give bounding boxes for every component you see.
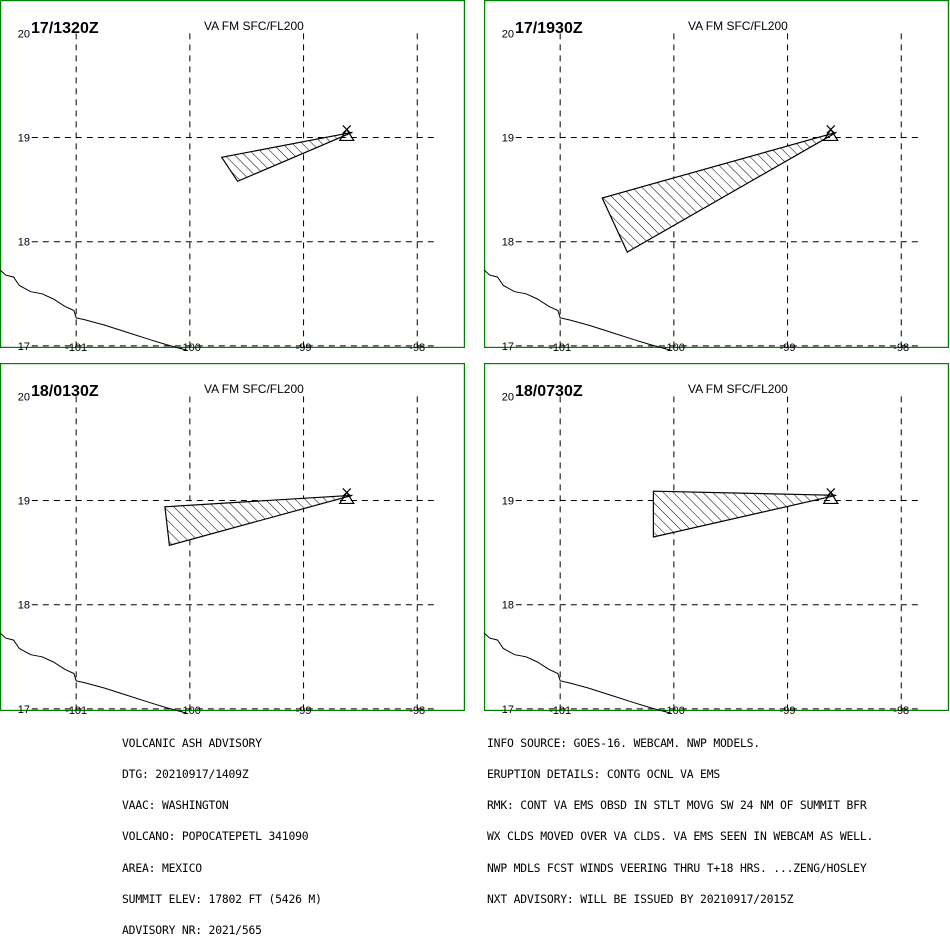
panel-dtg: 18/0730Z (515, 383, 583, 400)
advisory-line: ADVISORY NR: 2021/565 (122, 923, 262, 938)
panel-dtg: 18/0130Z (31, 383, 99, 400)
advisory-line: DTG: 20210917/1409Z (122, 767, 249, 782)
lat-tick-label: 20 (502, 28, 514, 40)
advisory-text-right: INFO SOURCE: GOES-16. WEBCAM. NWP MODELS… (487, 717, 873, 915)
lon-tick-label: -99 (296, 342, 312, 354)
volcano-triangle (338, 491, 355, 505)
panel-level: VA FM SFC/FL200 (688, 19, 788, 33)
lon-tick-label: -101 (65, 705, 87, 717)
volcano-triangle (822, 491, 839, 505)
lon-tick-label: -98 (893, 705, 909, 717)
volcano-cross-b (342, 125, 352, 134)
lon-tick-label: -98 (893, 342, 909, 354)
advisory-line: VOLCANO: POPOCATEPETL 341090 (122, 829, 309, 844)
lat-tick-label: 20 (502, 391, 514, 403)
volcano-icon (338, 125, 355, 142)
ash-cloud-polygon (601, 131, 837, 253)
lon-tick-label: -100 (179, 705, 201, 717)
coastline (483, 632, 671, 714)
advisory-line: NWP MDLS FCST WINDS VEERING THRU T+18 HR… (487, 860, 867, 875)
lon-tick-label: -98 (409, 342, 425, 354)
lat-tick-label: 20 (18, 28, 30, 40)
va-advisory-graphic: 17 18 19 20 -101 -100 -99 -98 17/1320Z VA FM SFC/… (0, 0, 949, 717)
panel-dtg: 17/1320Z (31, 20, 99, 37)
lat-tick-label: 18 (18, 237, 30, 249)
volcano-icon (822, 488, 839, 505)
lon-tick-label: -101 (549, 342, 571, 354)
panel-level: VA FM SFC/FL200 (688, 382, 788, 396)
volcano-cross-b (826, 125, 836, 134)
lon-tick-label: -99 (780, 342, 796, 354)
panel-frame (0, 363, 465, 711)
advisory-line: AREA: MEXICO (122, 860, 202, 875)
lon-tick-label: -100 (663, 705, 685, 717)
coastline (0, 632, 187, 714)
lon-tick-label: -99 (296, 705, 312, 717)
panel-frame (484, 363, 949, 711)
ash-cloud-polygon (220, 131, 353, 183)
volcano-triangle (338, 128, 355, 142)
lat-tick-label: 17 (502, 704, 514, 716)
map-panel: 17 18 19 20 -101 -100 -99 -98 17/1320Z VA FM SFC/… (0, 0, 465, 354)
volcano-icon (338, 488, 355, 505)
advisory-line: ERUPTION DETAILS: CONTG OCNL VA EMS (487, 767, 721, 782)
coastline (0, 269, 187, 351)
lon-tick-label: -100 (663, 342, 685, 354)
lon-tick-label: -98 (409, 705, 425, 717)
map-panel: 17 18 19 20 -101 -100 -99 -98 17/1930Z VA FM SFC/… (483, 0, 949, 354)
lat-tick-label: 19 (18, 133, 30, 145)
ash-cloud-polygon (652, 490, 837, 538)
lat-tick-label: 19 (502, 496, 514, 508)
advisory-line: VOLCANIC ASH ADVISORY (122, 735, 262, 750)
panel-level: VA FM SFC/FL200 (204, 19, 304, 33)
advisory-text-left: VOLCANIC ASH ADVISORY DTG: 20210917/1409… (122, 717, 322, 946)
lat-tick-label: 17 (18, 341, 30, 353)
lat-tick-label: 20 (18, 391, 30, 403)
volcano-cross-b (826, 488, 836, 497)
advisory-line: VAAC: WASHINGTON (122, 798, 229, 813)
map-panel: 17 18 19 20 -101 -100 -99 -98 18/0730Z VA FM SFC/… (483, 363, 949, 717)
coastline (483, 269, 671, 351)
volcano-cross-b (342, 488, 352, 497)
lat-tick-label: 19 (18, 496, 30, 508)
advisory-line: WX CLDS MOVED OVER VA CLDS. VA EMS SEEN … (487, 829, 874, 844)
lat-tick-label: 18 (502, 237, 514, 249)
volcano-triangle (822, 128, 839, 142)
advisory-line: SUMMIT ELEV: 17802 FT (5426 M) (122, 891, 322, 906)
map-panel: 17 18 19 20 -101 -100 -99 -98 18/0130Z VA FM SFC/… (0, 363, 465, 717)
lon-tick-label: -99 (780, 705, 796, 717)
lon-tick-label: -101 (65, 342, 87, 354)
advisory-line: RMK: CONT VA EMS OBSD IN STLT MOVG SW 24… (487, 798, 867, 813)
lat-tick-label: 18 (18, 600, 30, 612)
lat-tick-label: 19 (502, 133, 514, 145)
panel-dtg: 17/1930Z (515, 20, 583, 37)
lon-tick-label: -100 (179, 342, 201, 354)
volcano-icon (822, 125, 839, 142)
advisory-line: NXT ADVISORY: WILL BE ISSUED BY 20210917… (487, 891, 794, 906)
panel-level: VA FM SFC/FL200 (204, 382, 304, 396)
advisory-line: INFO SOURCE: GOES-16. WEBCAM. NWP MODELS… (487, 735, 760, 750)
lat-tick-label: 17 (502, 341, 514, 353)
lat-tick-label: 17 (18, 704, 30, 716)
lon-tick-label: -101 (549, 705, 571, 717)
ash-cloud-polygon (164, 494, 353, 547)
lat-tick-label: 18 (502, 600, 514, 612)
